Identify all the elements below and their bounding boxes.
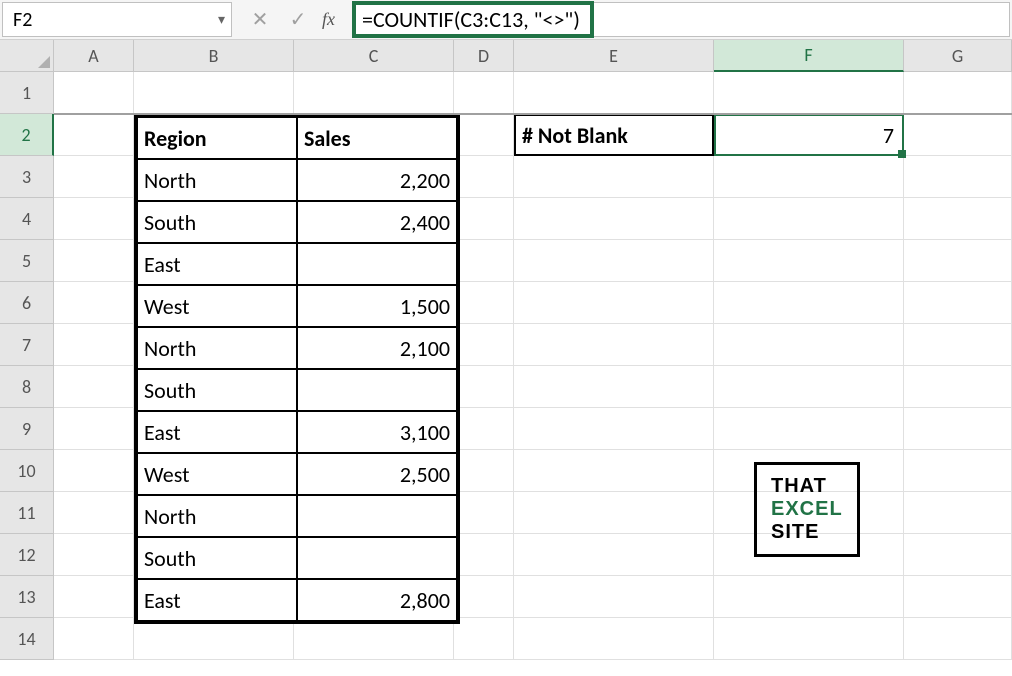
data-table: RegionSalesNorth2,200South2,400EastWest1… (134, 114, 460, 624)
row-header-14[interactable]: 14 (0, 618, 54, 660)
result-value-cell[interactable]: 7 (714, 114, 904, 156)
chevron-down-icon[interactable]: ▾ (218, 11, 225, 28)
logo-line: EXCEL (771, 498, 843, 521)
table-cell[interactable]: West (137, 285, 297, 327)
table-cell[interactable]: East (137, 411, 297, 453)
formula-bar: F2 ▾ ✕ ✓ fx =COUNTIF(C3:C13, "<>") (0, 0, 1012, 40)
table-cell[interactable]: West (137, 453, 297, 495)
column-header-C[interactable]: C (294, 40, 454, 72)
row-header-11[interactable]: 11 (0, 492, 54, 534)
result-box: # Not Blank7 (514, 114, 904, 156)
column-header-D[interactable]: D (454, 40, 514, 72)
row-header-4[interactable]: 4 (0, 198, 54, 240)
table-cell[interactable]: 2,400 (297, 201, 457, 243)
table-cell[interactable] (297, 537, 457, 579)
logo-line: THAT (771, 475, 843, 498)
table-cell[interactable]: South (137, 369, 297, 411)
row-header-5[interactable]: 5 (0, 240, 54, 282)
row-header-13[interactable]: 13 (0, 576, 54, 618)
table-cell[interactable] (297, 495, 457, 537)
table-cell[interactable]: 1,500 (297, 285, 457, 327)
column-header-B[interactable]: B (134, 40, 294, 72)
row-headers: 1234567891011121314 (0, 72, 54, 660)
table-cell[interactable]: South (137, 201, 297, 243)
name-box-value: F2 (13, 8, 32, 32)
result-label[interactable]: # Not Blank (514, 114, 714, 156)
select-all-corner[interactable] (0, 40, 54, 72)
row-header-12[interactable]: 12 (0, 534, 54, 576)
logo-line: SITE (771, 521, 843, 544)
row-header-8[interactable]: 8 (0, 366, 54, 408)
fx-icon[interactable]: fx (322, 9, 341, 30)
formula-text: =COUNTIF(C3:C13, "<>") (352, 1, 594, 38)
table-header[interactable]: Sales (297, 117, 457, 159)
table-cell[interactable]: East (137, 579, 297, 621)
name-box[interactable]: F2 ▾ (2, 2, 232, 37)
table-cell[interactable]: 2,500 (297, 453, 457, 495)
row-header-3[interactable]: 3 (0, 156, 54, 198)
cells-area[interactable]: RegionSalesNorth2,200South2,400EastWest1… (54, 72, 1012, 660)
formula-bar-buttons: ✕ ✓ fx (234, 0, 353, 39)
row-header-2[interactable]: 2 (0, 114, 54, 156)
table-cell[interactable]: North (137, 327, 297, 369)
column-header-A[interactable]: A (54, 40, 134, 72)
formula-input[interactable]: =COUNTIF(C3:C13, "<>") (353, 2, 1010, 37)
column-header-G[interactable]: G (904, 40, 1012, 72)
table-cell[interactable]: South (137, 537, 297, 579)
row-header-10[interactable]: 10 (0, 450, 54, 492)
table-cell[interactable]: 3,100 (297, 411, 457, 453)
table-cell[interactable]: 2,200 (297, 159, 457, 201)
row-header-9[interactable]: 9 (0, 408, 54, 450)
table-cell[interactable]: 2,800 (297, 579, 457, 621)
table-cell[interactable]: East (137, 243, 297, 285)
table-cell[interactable] (297, 369, 457, 411)
table-cell[interactable]: 2,100 (297, 327, 457, 369)
cancel-icon[interactable]: ✕ (246, 7, 274, 32)
table-cell[interactable] (297, 243, 457, 285)
table-cell[interactable]: North (137, 495, 297, 537)
column-header-F[interactable]: F (714, 40, 904, 72)
freeze-line (54, 113, 1012, 115)
site-logo: THATEXCELSITE (754, 462, 860, 557)
row-header-7[interactable]: 7 (0, 324, 54, 366)
table-cell[interactable]: North (137, 159, 297, 201)
row-header-1[interactable]: 1 (0, 72, 54, 114)
row-header-6[interactable]: 6 (0, 282, 54, 324)
column-header-E[interactable]: E (514, 40, 714, 72)
column-headers: ABCDEFG (54, 40, 1012, 72)
confirm-icon[interactable]: ✓ (284, 7, 312, 32)
table-header[interactable]: Region (137, 117, 297, 159)
